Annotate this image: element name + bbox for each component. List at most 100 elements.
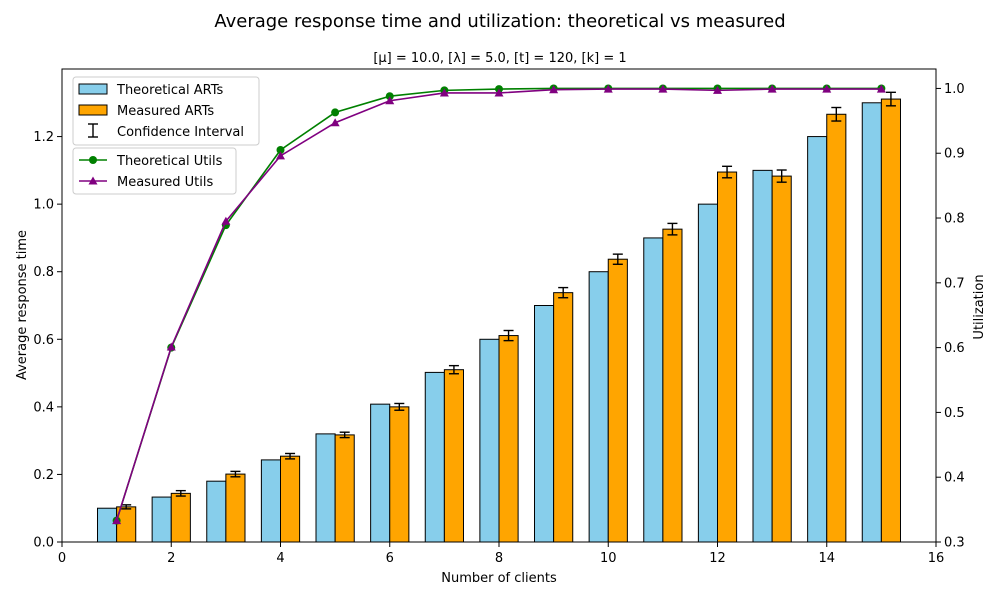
y-tick-label-2: 0.4 xyxy=(33,400,54,415)
bar-theoretical-art-4 xyxy=(260,459,282,543)
y2-tick-label-1: 0.4 xyxy=(944,471,965,486)
bar-measured-art-4 xyxy=(280,455,301,543)
point-measured-utils-15 xyxy=(876,84,886,93)
point-measured-utils-10 xyxy=(603,84,613,93)
error-bar-14 xyxy=(831,106,842,122)
point-measured-utils-1 xyxy=(112,516,122,525)
bar-measured-art-14 xyxy=(826,113,847,543)
x-tick-label-3: 6 xyxy=(386,551,394,566)
x-tick-label-6: 12 xyxy=(709,551,726,566)
chart-subtitle: [μ] = 10.0, [λ] = 5.0, [t] = 120, [k] = … xyxy=(373,51,626,66)
bar-theoretical-art-6 xyxy=(370,403,391,543)
bar-measured-art-13 xyxy=(771,175,792,543)
y2-tick-label-7: 1.0 xyxy=(944,82,965,97)
legend-label-confidence-interval: Confidence Interval xyxy=(117,125,244,140)
error-bar-10 xyxy=(612,253,623,265)
x-tick-label-0: 0 xyxy=(58,551,66,566)
x-tick-label-8: 16 xyxy=(928,551,945,566)
point-measured-utils-6 xyxy=(385,96,395,105)
error-bar-13 xyxy=(776,169,787,183)
x-tick-label-1: 2 xyxy=(167,551,175,566)
bar-theoretical-art-14 xyxy=(807,136,828,543)
point-measured-utils-7 xyxy=(439,88,449,97)
point-measured-utils-8 xyxy=(494,88,504,97)
bar-measured-art-9 xyxy=(553,292,574,543)
error-bar-8 xyxy=(503,329,514,342)
lines-layer xyxy=(112,84,886,525)
legend-bars: Theoretical ARTs Measured ARTs Confidenc… xyxy=(72,76,260,146)
error-bar-1 xyxy=(121,504,132,510)
bar-measured-art-8 xyxy=(498,335,519,543)
bar-theoretical-art-12 xyxy=(697,203,718,543)
y2-tick-label-2: 0.5 xyxy=(944,406,965,421)
bar-measured-art-12 xyxy=(717,171,738,543)
y-tick-label-4: 0.8 xyxy=(33,265,54,280)
y2-tick-label-6: 0.9 xyxy=(944,147,965,162)
bar-measured-art-3 xyxy=(225,473,246,543)
error-bars-layer xyxy=(121,91,896,510)
legend-lines: Theoretical Utils Measured Utils xyxy=(72,147,237,195)
y-axis-label: Average response time xyxy=(15,230,30,380)
legend-bars-frame xyxy=(72,76,260,146)
error-bar-11 xyxy=(667,222,678,236)
point-theoretical-utils-4 xyxy=(276,145,285,154)
point-measured-utils-11 xyxy=(658,84,668,93)
point-measured-utils-12 xyxy=(713,85,722,94)
y2-axis-label: Utilization xyxy=(972,274,987,339)
error-bar-9 xyxy=(558,286,569,299)
point-measured-utils-3 xyxy=(221,216,231,225)
bar-theoretical-art-2 xyxy=(151,496,172,543)
x-tick-label-2: 4 xyxy=(276,551,284,566)
bar-measured-art-11 xyxy=(662,228,683,543)
bar-measured-art-5 xyxy=(334,434,355,543)
legend-swatch-theoretical-arts xyxy=(78,83,108,95)
bar-measured-art-7 xyxy=(443,369,464,543)
point-theoretical-utils-6 xyxy=(385,92,394,101)
bar-theoretical-art-7 xyxy=(424,371,445,543)
bar-theoretical-art-15 xyxy=(861,102,882,543)
legend-label-measured-arts: Measured ARTs xyxy=(117,104,214,119)
chart-title: Average response time and utilization: t… xyxy=(214,11,785,32)
bar-theoretical-art-3 xyxy=(206,480,227,543)
point-measured-utils-5 xyxy=(330,118,340,127)
error-bar-4 xyxy=(285,452,296,460)
legend-lines-frame xyxy=(72,147,237,195)
bar-theoretical-art-11 xyxy=(643,237,664,543)
bar-theoretical-art-8 xyxy=(479,338,500,543)
bar-theoretical-art-9 xyxy=(534,305,555,543)
y2-tick-label-5: 0.8 xyxy=(944,212,965,227)
x-tick-label-4: 8 xyxy=(495,551,503,566)
error-bar-3 xyxy=(230,470,241,478)
y-tick-label-6: 1.2 xyxy=(33,130,54,145)
point-measured-utils-14 xyxy=(822,84,832,93)
legend-swatch-measured-arts xyxy=(78,104,108,116)
bar-theoretical-art-13 xyxy=(752,169,773,543)
y-tick-label-1: 0.2 xyxy=(33,468,54,483)
y2-tick-label-3: 0.6 xyxy=(944,341,965,356)
error-bar-12 xyxy=(722,165,733,179)
bar-theoretical-art-10 xyxy=(588,271,609,543)
legend-label-measured-utils: Measured Utils xyxy=(117,175,213,190)
bar-measured-art-15 xyxy=(880,98,901,543)
legend-label-theoretical-arts: Theoretical ARTs xyxy=(116,83,224,98)
error-bar-15 xyxy=(885,91,896,107)
y-tick-label-5: 1.0 xyxy=(33,198,54,213)
error-bar-2 xyxy=(175,489,186,497)
legend-swatch-confidence-interval xyxy=(88,123,98,138)
x-tick-label-5: 10 xyxy=(600,551,617,566)
error-bar-7 xyxy=(448,364,459,375)
x-axis-label: Number of clients xyxy=(441,571,557,586)
y2-tick-label-4: 0.7 xyxy=(944,276,965,291)
bar-measured-art-6 xyxy=(389,406,410,543)
legend-marker-measured-utils xyxy=(88,176,98,185)
x-tick-label-7: 14 xyxy=(818,551,835,566)
bar-measured-art-2 xyxy=(170,492,191,543)
point-measured-utils-9 xyxy=(549,85,559,94)
y-tick-label-0: 0.0 xyxy=(33,536,54,551)
bar-theoretical-art-1 xyxy=(97,507,118,543)
point-measured-utils-13 xyxy=(767,84,777,93)
y-tick-label-3: 0.6 xyxy=(33,333,54,348)
point-theoretical-utils-5 xyxy=(331,108,340,117)
error-bar-6 xyxy=(394,402,405,411)
